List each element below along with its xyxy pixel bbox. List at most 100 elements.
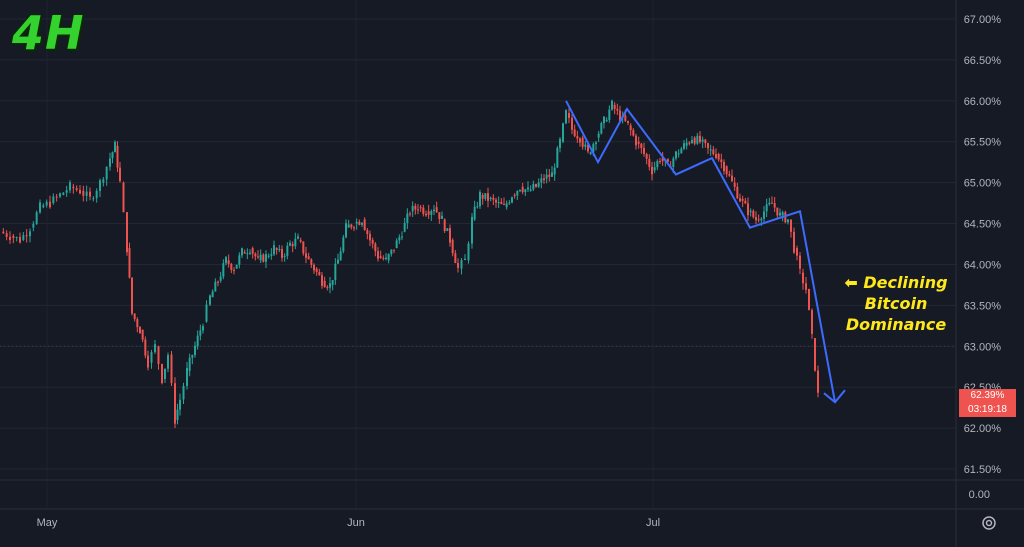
y-axis[interactable]: 67.00% 66.50% 66.00% 65.50% 65.00% 64.50% 64.0… (964, 14, 1002, 501)
candle-body (696, 135, 699, 144)
candle-body (508, 202, 511, 204)
candle-body (286, 245, 289, 256)
candle (15, 236, 18, 242)
candle (188, 353, 191, 377)
candle (369, 230, 371, 247)
candle (174, 377, 176, 428)
candle-body (481, 194, 484, 199)
candle (350, 223, 353, 230)
candle (52, 193, 55, 205)
candle (5, 230, 8, 241)
candle (45, 199, 48, 208)
candle (562, 122, 564, 144)
candle-body (222, 263, 225, 277)
y-tick-label: 64.00% (964, 259, 1002, 271)
candle-body (326, 287, 329, 289)
current-price-value: 62.39% (970, 390, 1005, 401)
candle (270, 248, 273, 260)
candle-body (484, 193, 487, 199)
candle (19, 232, 21, 244)
candle-body (744, 200, 747, 204)
candle-body (723, 162, 725, 172)
candle (179, 393, 181, 416)
candle (749, 208, 752, 217)
candle-body (503, 203, 505, 205)
candle (548, 168, 551, 182)
candle (196, 330, 199, 350)
candle-body (254, 253, 257, 257)
candle (817, 365, 819, 398)
candle-body (524, 189, 527, 193)
candle-body (573, 129, 576, 137)
candle (49, 195, 51, 209)
candle-body (600, 123, 603, 134)
candle (551, 166, 553, 177)
candle (613, 102, 616, 115)
candle-body (731, 175, 733, 182)
candle (635, 133, 637, 150)
candle (275, 247, 278, 255)
candle (675, 150, 677, 161)
candle-body (334, 263, 337, 280)
candle (535, 183, 537, 188)
current-price-badge[interactable]: 62.39% 03:19:18 (959, 389, 1016, 417)
annotation-line-2: Bitcoin (864, 294, 928, 313)
candle-body (243, 252, 246, 254)
candle (537, 178, 540, 188)
candle-body (467, 243, 470, 261)
candle-body (479, 191, 481, 207)
candle (12, 233, 15, 244)
candle (457, 258, 459, 273)
gear-icon[interactable] (980, 514, 998, 532)
candle-body (779, 212, 781, 216)
candle (637, 136, 640, 149)
candle (126, 211, 128, 256)
candle-body (568, 113, 570, 118)
candle-body (267, 255, 270, 257)
candle-body (619, 110, 621, 122)
trend-line (565, 100, 836, 403)
x-tick-label: Jul (646, 517, 660, 529)
candle (409, 211, 411, 217)
candle-body (377, 251, 379, 259)
candle-body (233, 269, 235, 271)
candle (579, 137, 581, 147)
candle-body (29, 231, 31, 237)
candle (225, 255, 227, 266)
x-axis[interactable]: May Jun Jul (37, 517, 660, 529)
candle-body (446, 228, 449, 232)
candle-body (584, 144, 587, 147)
candle-body (747, 203, 749, 216)
candle (508, 200, 511, 206)
candle (55, 193, 58, 202)
candle-body (471, 216, 473, 244)
candle (505, 200, 508, 210)
candle (243, 249, 246, 254)
y-tick-label: 66.00% (964, 96, 1002, 108)
candle-body (191, 355, 194, 358)
candle (627, 120, 629, 126)
candle (92, 196, 95, 202)
candle-body (283, 255, 286, 257)
candle-body (597, 133, 600, 138)
candle (382, 255, 385, 261)
candle (307, 252, 310, 260)
candle-body (154, 344, 156, 353)
candle (35, 210, 38, 225)
candle (294, 232, 297, 250)
candle-body (749, 210, 752, 212)
candle (89, 187, 91, 201)
candle (313, 263, 315, 274)
candle-body (369, 233, 371, 241)
candle-body (784, 212, 787, 223)
candle-body (559, 138, 561, 148)
candle-body (739, 198, 741, 202)
candle-body (587, 144, 589, 152)
candle (422, 204, 425, 217)
candle-body (305, 253, 307, 258)
candle-body (19, 236, 21, 243)
candle-body (781, 212, 784, 216)
candle-body (150, 352, 153, 363)
candle (246, 248, 249, 260)
